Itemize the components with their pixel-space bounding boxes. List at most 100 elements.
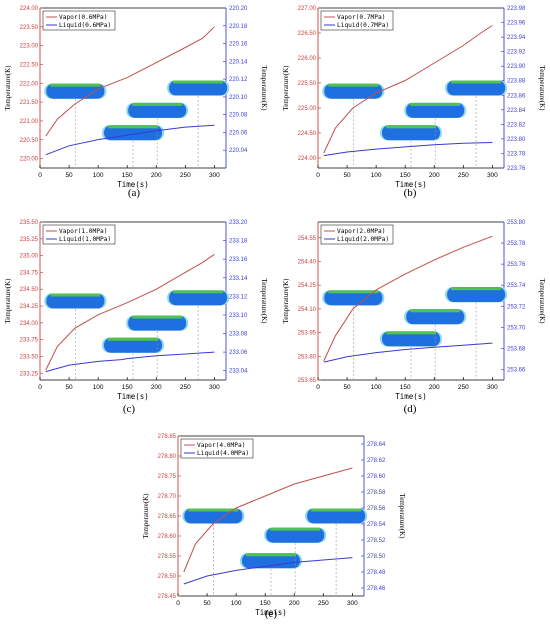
panel-label: (b): [404, 187, 417, 199]
right-y-tick-label: 233.06: [229, 350, 248, 356]
x-tick-label: 250: [180, 172, 191, 179]
left-y-tick-label: 221.50: [20, 100, 39, 106]
pipe-body: [184, 508, 243, 524]
left-y-axis-label: Temperature(K): [142, 493, 150, 539]
right-y-tick-label: 233.20: [229, 220, 248, 226]
right-y-tick-label: 220.08: [229, 113, 248, 119]
pipe-illustration-2: [102, 337, 164, 353]
left-y-tick-label: 254.10: [298, 307, 317, 313]
x-tick-label: 100: [93, 384, 104, 391]
legend-entry: Vapor(4.0MPa): [197, 442, 245, 449]
legend-box: [320, 10, 394, 31]
right-y-tick-label: 223.80: [507, 137, 526, 143]
left-y-tick-label: 226.00: [298, 56, 317, 62]
pipe-body: [382, 331, 440, 347]
right-y-axis-label: Temperature(K): [538, 279, 546, 325]
left-y-tick-label: 234.00: [20, 321, 39, 327]
right-y-tick-label: 220.20: [229, 6, 248, 12]
right-y-tick-label: 233.16: [229, 257, 248, 263]
pipe-liquid-film: [311, 508, 362, 512]
right-y-tick-label: 278.58: [367, 490, 386, 496]
right-y-tick-label: 253.76: [507, 262, 526, 268]
pipe-liquid-film: [173, 290, 224, 294]
pipe-liquid-film: [50, 83, 101, 87]
x-tick-label: 150: [122, 384, 133, 391]
x-tick-label: 200: [151, 384, 162, 391]
left-y-tick-label: 222.50: [20, 62, 39, 68]
legend-entry: Liquid(0.7MPa): [337, 22, 389, 29]
legend-box: [42, 10, 116, 31]
left-y-tick-label: 235.25: [20, 237, 39, 243]
right-y-tick-label: 278.46: [367, 586, 386, 592]
pipe-liquid-film: [132, 102, 183, 106]
x-axis-label: Time(s): [395, 392, 427, 401]
legend-entry: Vapor(0.7MPa): [337, 14, 385, 21]
pipe-body: [242, 553, 300, 569]
left-y-tick-label: 226.50: [298, 31, 317, 37]
left-y-tick-label: 278.70: [158, 494, 177, 500]
left-y-tick-label: 234.25: [20, 304, 39, 310]
right-y-tick-label: 278.52: [367, 538, 386, 544]
x-tick-label: 150: [400, 384, 411, 391]
pipe-illustration-1: [322, 290, 385, 306]
legend: Vapor(0.6MPa)Liquid(0.6MPa): [42, 10, 116, 31]
right-y-tick-label: 223.82: [507, 122, 526, 128]
pipe-liquid-film: [328, 83, 379, 87]
series-line-liquid: [45, 124, 215, 156]
right-y-tick-label: 253.68: [507, 346, 526, 352]
legend-entry: Vapor(0.6MPa): [59, 14, 107, 21]
left-y-tick-label: 278.80: [158, 454, 177, 460]
left-y-tick-label: 222.00: [20, 81, 39, 87]
pipe-liquid-film: [451, 80, 502, 84]
left-y-tick-label: 224.00: [20, 6, 39, 12]
right-y-tick-label: 223.88: [507, 79, 526, 85]
pipe-body: [46, 293, 105, 309]
x-axis-label: Time(s): [395, 180, 427, 189]
x-tick-label: 200: [289, 600, 300, 607]
left-y-tick-label: 233.75: [20, 338, 39, 344]
panel-label: (d): [404, 403, 417, 415]
pipe-body: [406, 102, 465, 118]
pipe-illustration-3: [404, 102, 467, 118]
left-y-tick-label: 233.25: [20, 371, 39, 377]
series-line-vapor: [183, 467, 353, 573]
legend-entry: Liquid(0.6MPa): [59, 22, 111, 29]
pipe-body: [324, 290, 383, 306]
right-y-tick-label: 220.16: [229, 42, 248, 48]
left-y-tick-label: 235.50: [20, 220, 39, 226]
right-y-tick-label: 253.80: [507, 220, 526, 226]
chart-panel-e: 0 50 100 150 200 250 300 Time(s) 278.45 278.50 278…: [142, 434, 406, 620]
pipe-illustration-1: [44, 293, 107, 309]
pipe-liquid-film: [451, 287, 502, 291]
right-y-tick-label: 233.12: [229, 294, 248, 300]
x-tick-label: 100: [93, 172, 104, 179]
pipe-liquid-film: [270, 527, 321, 531]
left-y-tick-label: 224.00: [298, 156, 317, 162]
series-line-vapor: [45, 26, 215, 137]
left-y-tick-label: 225.50: [298, 81, 317, 87]
pipe-liquid-film: [386, 331, 436, 335]
left-y-tick-label: 278.75: [158, 474, 177, 480]
pipe-liquid-film: [173, 80, 224, 84]
right-y-tick-label: 253.74: [507, 283, 526, 289]
left-y-tick-label: 235.00: [20, 254, 39, 260]
right-y-tick-label: 223.94: [507, 35, 526, 41]
panel-label: (a): [128, 187, 141, 199]
pipe-liquid-film: [108, 337, 158, 341]
pipe-illustration-2: [380, 331, 442, 347]
x-tick-label: 50: [65, 172, 73, 179]
left-y-tick-label: 254.55: [298, 236, 317, 242]
right-y-tick-label: 233.18: [229, 239, 248, 245]
x-tick-label: 100: [231, 600, 242, 607]
right-y-tick-label: 220.10: [229, 95, 248, 101]
pipe-body: [104, 337, 162, 353]
chart-panel-c: 0 50 100 150 200 250 300 Time(s) 233.25 233.50 233…: [4, 220, 268, 415]
x-tick-label: 50: [203, 600, 211, 607]
legend-box: [320, 224, 394, 245]
pipe-illustration-3: [264, 527, 327, 543]
legend: Vapor(1.0MPa)Liquid(1.0MPa): [42, 224, 116, 245]
x-tick-label: 300: [487, 172, 498, 179]
x-tick-label: 150: [122, 172, 133, 179]
pipe-liquid-film: [386, 125, 436, 129]
